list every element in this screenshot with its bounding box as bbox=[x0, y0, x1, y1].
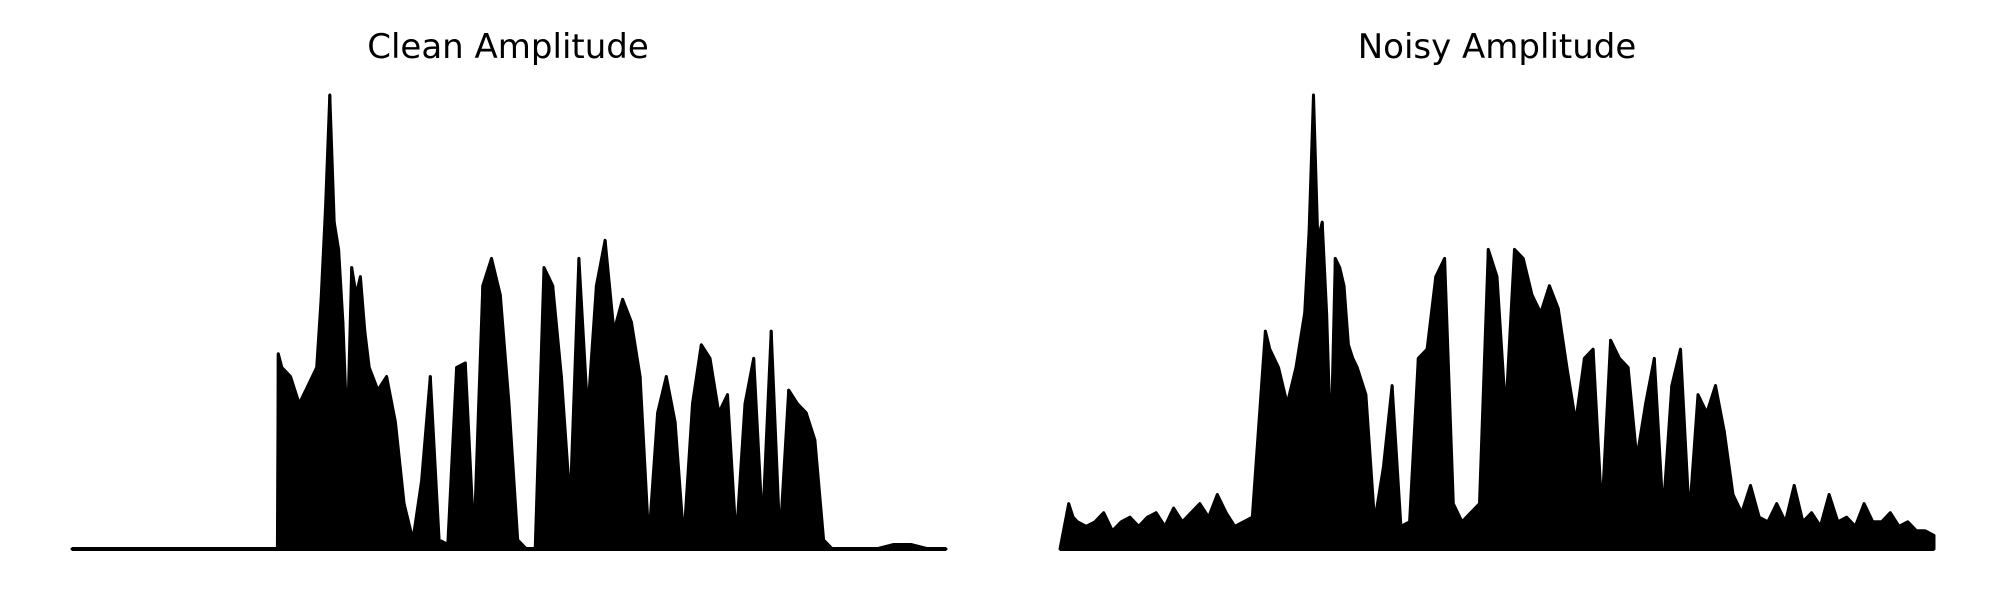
clean-amplitude-chart: Clean Amplitude bbox=[70, 27, 948, 551]
clean-amplitude-plot bbox=[70, 93, 948, 551]
noisy-amplitude-chart: Noisy Amplitude bbox=[1058, 27, 1936, 551]
noisy-amplitude-plot bbox=[1058, 93, 1936, 551]
chart-title-noisy: Noisy Amplitude bbox=[1358, 27, 1637, 67]
chart-title-clean: Clean Amplitude bbox=[367, 27, 649, 67]
